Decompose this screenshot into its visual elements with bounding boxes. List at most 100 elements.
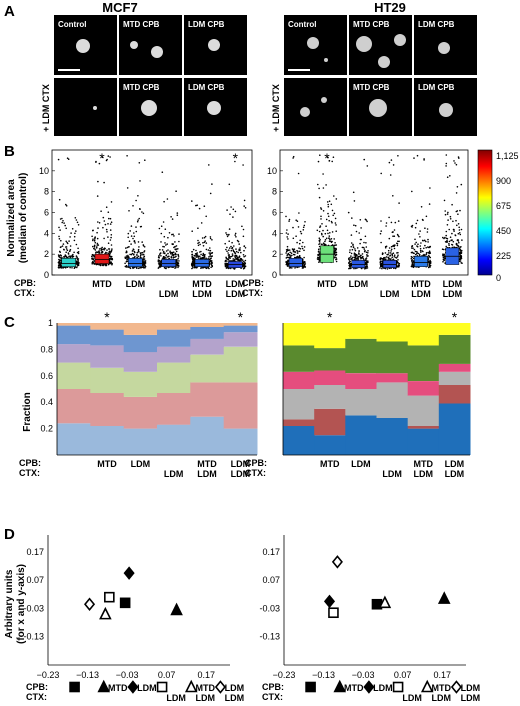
b-data-point (138, 217, 140, 220)
b-data-point (445, 245, 448, 248)
b-data-point (454, 162, 456, 164)
b-data-point (451, 243, 453, 246)
b-data-point (236, 257, 239, 260)
b-data-point (68, 240, 70, 242)
b-data-point (380, 241, 382, 244)
b-data-point (97, 180, 99, 183)
c-layer-segment (190, 354, 225, 383)
b-data-point (129, 266, 131, 269)
b-data-point (163, 246, 165, 248)
b-data-point (384, 252, 387, 254)
b-data-point (243, 245, 245, 247)
b-data-point (191, 264, 194, 266)
b-data-point (160, 255, 162, 257)
b-data-point (458, 229, 461, 231)
b-data-point (452, 228, 455, 231)
c-layer-segment (157, 424, 191, 455)
b-data-point (387, 253, 389, 256)
b-data-point (176, 214, 179, 216)
b-data-point (355, 253, 358, 256)
c-layer-segment (157, 362, 191, 393)
b-data-point (460, 183, 463, 186)
b-data-point (202, 242, 204, 244)
b-data-point (416, 250, 418, 253)
b-data-point (351, 217, 353, 219)
b-data-point (141, 251, 144, 254)
b-data-point (93, 244, 96, 247)
significance-star: * (452, 309, 458, 325)
b-data-point (286, 245, 289, 248)
c-layer-segment (376, 382, 409, 418)
b-data-point (172, 256, 175, 259)
d-right-scatter: -0.13 -0.03 0.07 0.17 −0.23 −0.13 −0.03 0.07 0.1… (259, 535, 466, 680)
c-layer-segment (314, 385, 346, 409)
c-layer-segment (90, 345, 125, 368)
c-layer-segment (223, 325, 258, 333)
b-data-point (353, 254, 356, 256)
b-data-point (318, 196, 321, 199)
b-data-point (230, 249, 233, 252)
image-tile (119, 15, 182, 75)
b-data-point (356, 257, 358, 259)
filled-triangle-marker (97, 679, 111, 693)
b-data-point (226, 235, 229, 238)
b-data-point (387, 258, 390, 260)
b-data-point (384, 245, 387, 248)
b-data-point (96, 195, 99, 197)
b-data-point (448, 244, 450, 246)
b-data-point (383, 257, 385, 259)
b-data-point (297, 172, 300, 175)
c-layer-segment (407, 428, 440, 455)
b-data-point (334, 222, 337, 224)
b-left-boxplot: 0 2 4 6 8 10 * * (39, 149, 253, 280)
b-ytick-label: 6 (44, 208, 49, 218)
b-box (61, 258, 76, 267)
b-data-point (103, 181, 105, 184)
b-data-point (162, 255, 165, 258)
filled-diamond-marker (127, 680, 139, 694)
ctx-condition: LDM (445, 469, 465, 479)
b-data-point (232, 250, 235, 252)
c-layer-segment (190, 382, 225, 417)
b-ytick-label: 10 (39, 166, 49, 176)
b-data-point (453, 160, 455, 162)
b-data-point (77, 247, 79, 250)
ctx-condition: LDM (225, 693, 245, 701)
b-data-point (317, 250, 320, 253)
b-data-point (350, 252, 353, 255)
open-diamond-marker (84, 597, 96, 612)
b-data-point (316, 258, 319, 260)
b-data-point (110, 221, 113, 223)
b-data-point (240, 251, 242, 254)
b-box (414, 256, 428, 267)
b-data-point (94, 236, 96, 238)
b-data-point (209, 249, 211, 252)
c-layer-segment (438, 334, 471, 364)
b-data-point (303, 261, 305, 264)
b-data-point (350, 245, 353, 248)
b-data-point (286, 236, 289, 238)
b-data-point (160, 225, 163, 227)
b-data-point (292, 248, 294, 251)
b-data-point (351, 248, 354, 251)
b-data-point (239, 249, 241, 251)
b-data-point (137, 248, 140, 251)
image-tile (54, 78, 117, 136)
b-data-point (91, 235, 93, 238)
b-data-point (107, 155, 110, 157)
b-data-point (388, 161, 391, 164)
image-label: LDM CPB (188, 20, 225, 29)
b-data-point (133, 232, 135, 234)
b-data-point (425, 253, 428, 255)
b-data-point (110, 244, 113, 246)
b-data-point (165, 254, 168, 256)
b-data-point (420, 206, 423, 208)
cpb-condition: LDM (351, 459, 371, 469)
b-data-point (63, 222, 65, 224)
b-data-point (60, 266, 62, 269)
b-data-point (236, 239, 239, 242)
b-data-point (385, 258, 387, 261)
filled-diamond-marker (123, 566, 135, 580)
b-data-point (132, 250, 134, 252)
